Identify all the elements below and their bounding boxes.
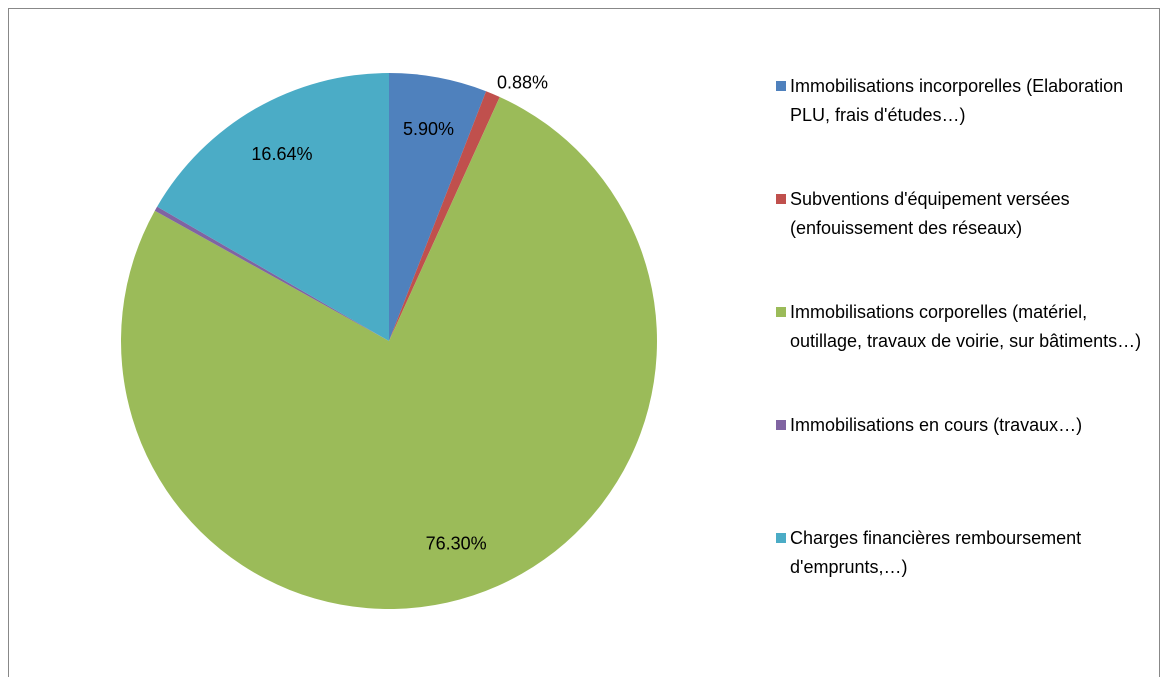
data-label: 76.30% [426, 533, 487, 553]
pie-slice [389, 91, 500, 341]
data-label: 0.88% [497, 73, 548, 93]
data-label: 5.90% [403, 119, 454, 139]
data-label: 16.64% [251, 144, 312, 164]
legend-entry: Immobilisations en cours (travaux…) [776, 411, 1156, 440]
pie-slice [121, 96, 657, 609]
legend-swatch [776, 420, 786, 430]
pie-slice [154, 206, 389, 341]
legend-entry: Subventions d'équipement versées (enfoui… [776, 185, 1156, 243]
legend-label: Immobilisations corporelles (matériel, o… [790, 302, 1142, 351]
legend-entry: Immobilisations incorporelles (Elaborati… [776, 72, 1156, 130]
legend-swatch [776, 307, 786, 317]
legend-label: Immobilisations incorporelles (Elaborati… [790, 76, 1124, 125]
legend-label: Charges financières remboursement d'empr… [790, 528, 1082, 577]
pie-slice [389, 73, 487, 341]
legend-swatch [776, 81, 786, 91]
legend-label: Immobilisations en cours (travaux…) [790, 415, 1083, 435]
pie-slice [157, 73, 389, 341]
legend-entry: Charges financières remboursement d'empr… [776, 524, 1156, 582]
legend-entry: Immobilisations corporelles (matériel, o… [776, 298, 1156, 356]
legend-swatch [776, 194, 786, 204]
legend-label: Subventions d'équipement versées (enfoui… [790, 189, 1070, 238]
legend-swatch [776, 533, 786, 543]
